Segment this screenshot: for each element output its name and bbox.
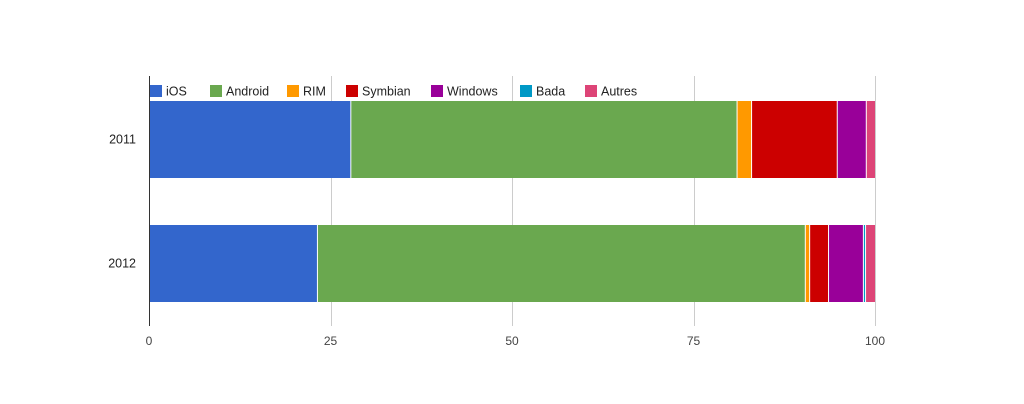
bar-segment-2011-rim[interactable]: [737, 101, 752, 178]
legend-swatch: [520, 85, 532, 97]
legend-item-rim[interactable]: RIM: [287, 85, 326, 99]
x-tick-label: 0: [146, 334, 153, 348]
legend-swatch: [287, 85, 299, 97]
x-tick-label: 75: [687, 334, 701, 348]
bar-segment-2012-rim[interactable]: [805, 225, 810, 302]
bar-segment-2012-symbian[interactable]: [809, 225, 829, 302]
bar-segment-2012-android[interactable]: [317, 225, 806, 302]
bar-segment-2011-windows[interactable]: [837, 101, 867, 178]
bar-segment-2011-android[interactable]: [350, 101, 738, 178]
bar-segment-2012-autres[interactable]: [865, 225, 875, 302]
x-tick-label: 25: [324, 334, 338, 348]
bar-segment-2011-symbian[interactable]: [751, 101, 838, 178]
legend-label: Autres: [601, 85, 637, 99]
x-tick-labels: 0 25 50 75 100: [146, 334, 886, 348]
bars: [149, 101, 875, 302]
legend-swatch: [210, 85, 222, 97]
bar-segment-2012-windows[interactable]: [828, 225, 864, 302]
legend-item-windows[interactable]: Windows: [431, 85, 498, 99]
legend-item-android[interactable]: Android: [210, 85, 269, 99]
x-tick-label: 50: [505, 334, 519, 348]
legend-label: Android: [226, 85, 269, 99]
legend-swatch: [585, 85, 597, 97]
legend-label: iOS: [166, 85, 187, 99]
legend-label: RIM: [303, 85, 326, 99]
legend-item-symbian[interactable]: Symbian: [346, 85, 411, 99]
legend-item-ios[interactable]: iOS: [150, 85, 187, 99]
legend[interactable]: iOS Android RIM Symbian Windows Bada Autres: [150, 85, 637, 99]
legend-label: Bada: [536, 85, 565, 99]
legend-swatch: [431, 85, 443, 97]
category-label-2012: 2012: [108, 257, 136, 271]
bar-segment-2012-bada[interactable]: [863, 225, 866, 302]
legend-label: Symbian: [362, 85, 411, 99]
bar-segment-2012-ios[interactable]: [149, 225, 318, 302]
category-labels: 2011 2012: [108, 133, 136, 271]
bar-segment-2011-autres[interactable]: [866, 101, 875, 178]
legend-item-bada[interactable]: Bada: [520, 85, 565, 99]
bar-segment-2011-ios[interactable]: [149, 101, 351, 178]
legend-swatch: [346, 85, 358, 97]
x-tick-label: 100: [865, 334, 885, 348]
legend-label: Windows: [447, 85, 498, 99]
legend-item-autres[interactable]: Autres: [585, 85, 637, 99]
legend-swatch: [150, 85, 162, 97]
category-label-2011: 2011: [109, 133, 136, 147]
